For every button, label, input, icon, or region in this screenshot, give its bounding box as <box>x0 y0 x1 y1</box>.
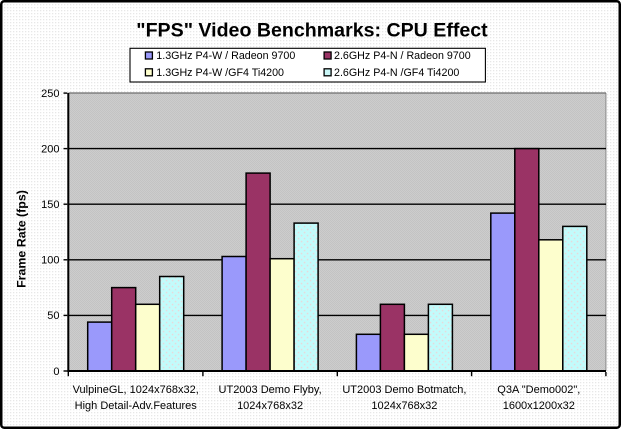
svg-text:1.3GHz P4-W /GF4 Ti4200: 1.3GHz P4-W /GF4 Ti4200 <box>156 67 284 79</box>
svg-text:50: 50 <box>47 310 59 322</box>
svg-text:VulpineGL, 1024x768x32,: VulpineGL, 1024x768x32, <box>73 384 199 396</box>
svg-text:200: 200 <box>41 143 59 155</box>
svg-text:2.6GHz P4-N / Radeon 9700: 2.6GHz P4-N / Radeon 9700 <box>334 50 471 62</box>
svg-text:High Detail-Adv.Features: High Detail-Adv.Features <box>75 400 198 412</box>
svg-text:2.6GHz P4-N /GF4 Ti4200: 2.6GHz P4-N /GF4 Ti4200 <box>334 67 459 79</box>
svg-text:1024x768x32: 1024x768x32 <box>237 400 303 412</box>
svg-text:Q3A "Demo002",: Q3A "Demo002", <box>497 384 580 396</box>
svg-text:UT2003 Demo Botmatch,: UT2003 Demo Botmatch, <box>342 384 466 396</box>
svg-text:Frame Rate (fps): Frame Rate (fps) <box>15 190 29 288</box>
svg-text:100: 100 <box>41 255 59 267</box>
svg-text:250: 250 <box>41 88 59 100</box>
svg-text:1024x768x32: 1024x768x32 <box>371 400 437 412</box>
svg-text:UT2003 Demo Flyby,: UT2003 Demo Flyby, <box>219 384 322 396</box>
svg-text:150: 150 <box>41 199 59 211</box>
svg-text:0: 0 <box>53 366 59 378</box>
svg-text:1.3GHz P4-W / Radeon 9700: 1.3GHz P4-W / Radeon 9700 <box>156 50 295 62</box>
svg-text:1600x1200x32: 1600x1200x32 <box>503 400 575 412</box>
svg-text:"FPS" Video Benchmarks: CPU Ef: "FPS" Video Benchmarks: CPU Effect <box>136 20 488 42</box>
